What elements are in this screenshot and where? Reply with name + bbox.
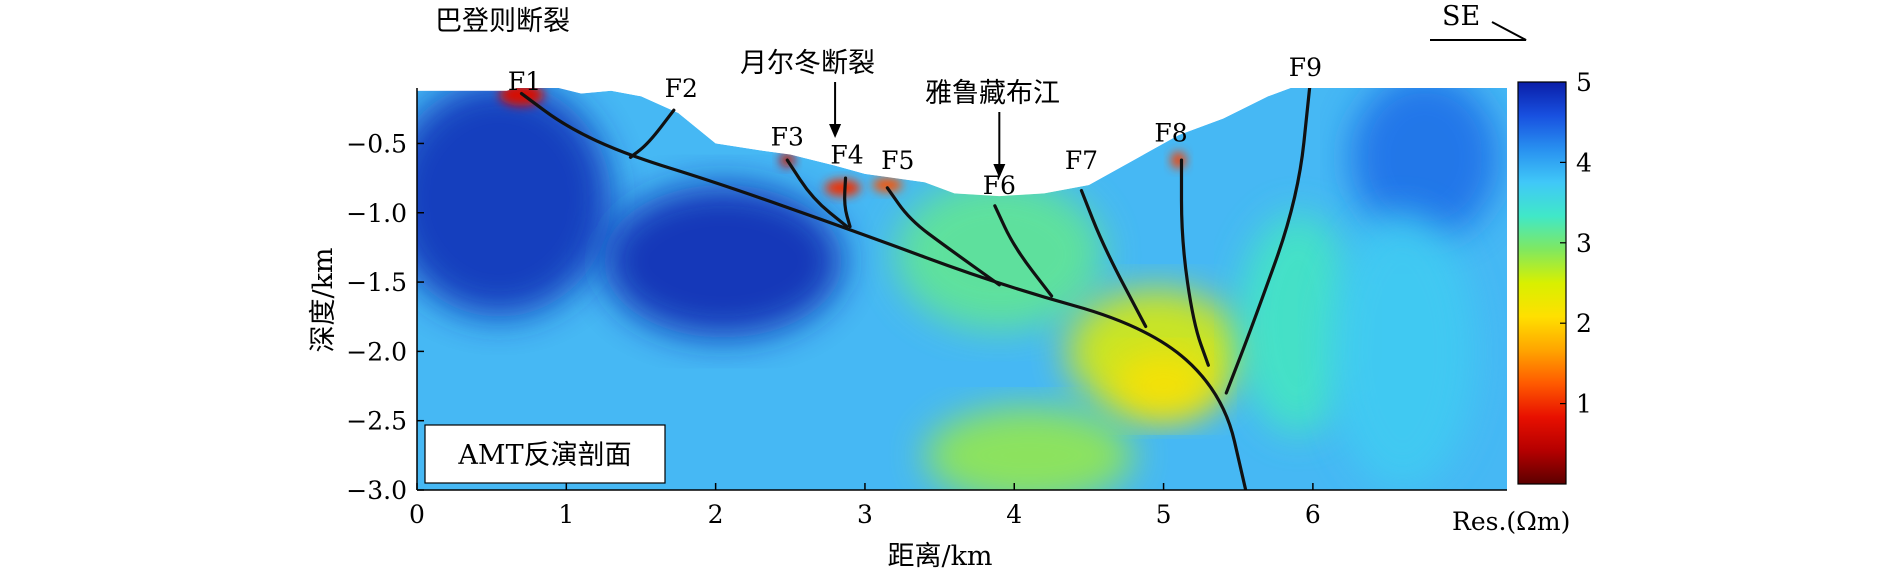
x-axis-title: 距离/km bbox=[887, 541, 992, 572]
y-axis-title: 深度/km bbox=[308, 247, 339, 352]
fault-line-f5 bbox=[885, 186, 1001, 287]
resistivity-zone-7 bbox=[924, 406, 1134, 490]
annotation-badengze-fault: 巴登则断裂 bbox=[435, 6, 570, 37]
x-tick-label: 4 bbox=[1006, 500, 1022, 529]
fault-line-f8 bbox=[1179, 158, 1210, 367]
resistivity-zone-9 bbox=[1327, 212, 1478, 490]
fault-line-f9 bbox=[1224, 88, 1312, 395]
colorbar: 1 2 3 4 5 Res.(Ωm) bbox=[1452, 68, 1592, 536]
fault-label-f7: F7 bbox=[1065, 146, 1098, 175]
fault-line-f4 bbox=[843, 176, 852, 229]
resistivity-zone-4 bbox=[894, 178, 1104, 331]
fault-line-f1 bbox=[519, 91, 1248, 490]
fault-line-f3 bbox=[785, 158, 849, 229]
colorbar-tick-label: 2 bbox=[1576, 309, 1592, 338]
colorbar-title: Res.(Ωm) bbox=[1452, 507, 1570, 536]
direction-indicator: SE bbox=[1430, 1, 1527, 41]
y-tick-label: −1.0 bbox=[346, 199, 407, 228]
fault-line-f2 bbox=[628, 108, 676, 159]
y-tick-label: −2.0 bbox=[346, 337, 407, 366]
x-tick-label: 0 bbox=[409, 500, 425, 529]
fault-label-f2: F2 bbox=[665, 74, 698, 103]
x-ticks: 0 1 2 3 4 5 6 bbox=[409, 483, 1321, 529]
fault-line-f6 bbox=[993, 204, 1054, 298]
resistivity-zone-3 bbox=[1350, 88, 1500, 241]
annotation-arrow-1-head bbox=[829, 124, 842, 138]
x-tick-label: 2 bbox=[708, 500, 724, 529]
fault-label-f5: F5 bbox=[881, 146, 914, 175]
x-tick-label: 5 bbox=[1156, 500, 1172, 529]
resistivity-zone-12 bbox=[824, 179, 861, 197]
y-tick-label: −0.5 bbox=[346, 129, 407, 158]
colorbar-tick-label: 4 bbox=[1576, 148, 1592, 177]
x-tick-label: 3 bbox=[857, 500, 873, 529]
fault-label-f4: F4 bbox=[830, 141, 863, 170]
x-tick-label: 1 bbox=[558, 500, 574, 529]
resistivity-zones bbox=[417, 88, 1500, 490]
fault-lines bbox=[519, 88, 1312, 490]
y-tick-label: −2.5 bbox=[346, 407, 407, 436]
resistivity-zone-14 bbox=[1171, 151, 1186, 169]
colorbar-tick-label: 5 bbox=[1576, 68, 1592, 97]
colorbar-ticks: 1 2 3 4 5 bbox=[1560, 68, 1592, 419]
annotation-arrow-2-head bbox=[993, 164, 1006, 178]
resistivity-zone-6 bbox=[1111, 351, 1216, 421]
annotation-yueerdong-fault: 月尔冬断裂 bbox=[740, 48, 875, 79]
legend-box-text: AMT反演剖面 bbox=[457, 440, 631, 471]
y-tick-label: −1.5 bbox=[346, 268, 407, 297]
sky-mask bbox=[417, 88, 1291, 197]
colorbar-tick-label: 3 bbox=[1576, 229, 1592, 258]
direction-arrow bbox=[1430, 21, 1527, 41]
resistivity-zone-13 bbox=[872, 178, 903, 192]
resistivity-section bbox=[417, 88, 1507, 490]
annotation-yarlung-river: 雅鲁藏布江 bbox=[925, 78, 1060, 109]
fault-label-f1: F1 bbox=[508, 67, 541, 96]
x-tick-label: 6 bbox=[1305, 500, 1321, 529]
colorbar-tick-label: 1 bbox=[1576, 390, 1592, 419]
annotation-yarlung-group: 雅鲁藏布江 bbox=[925, 78, 1060, 178]
fault-label-f9: F9 bbox=[1289, 53, 1322, 82]
colorbar-gradient bbox=[1517, 81, 1567, 485]
fault-label-f8: F8 bbox=[1154, 118, 1187, 147]
fault-label-f3: F3 bbox=[771, 123, 804, 152]
resistivity-zone-1 bbox=[417, 88, 612, 317]
resistivity-zone-8 bbox=[1238, 212, 1358, 435]
fault-line-f7 bbox=[1079, 188, 1148, 329]
legend-box: AMT反演剖面 bbox=[424, 424, 666, 484]
annotation-yueerdong-group: 月尔冬断裂 bbox=[740, 48, 875, 138]
y-ticks: −0.5 −1.0 −1.5 −2.0 −2.5 −3.0 bbox=[346, 129, 424, 505]
resistivity-zone-2 bbox=[603, 185, 843, 338]
direction-label: SE bbox=[1442, 1, 1480, 32]
y-tick-label: −3.0 bbox=[346, 476, 407, 505]
